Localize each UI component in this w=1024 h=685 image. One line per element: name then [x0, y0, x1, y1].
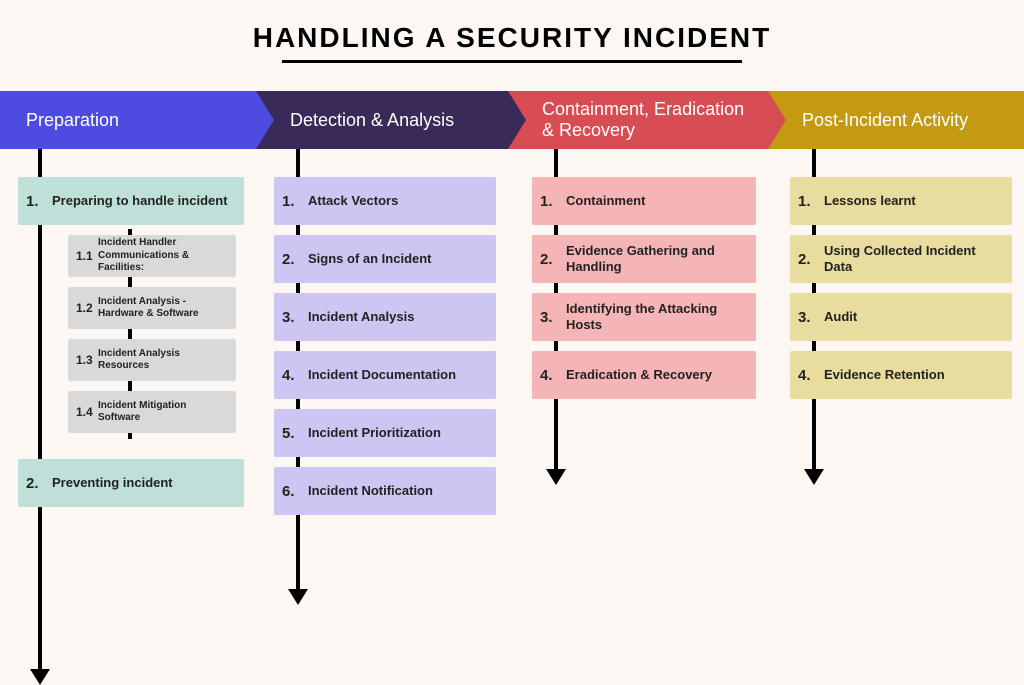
step-label: Incident Documentation — [308, 367, 464, 383]
sub-step-box: 1.2Incident Analysis - Hardware & Softwa… — [68, 287, 236, 329]
sub-step-box: 1.3Incident Analysis Resources — [68, 339, 236, 381]
step-box: 3.Incident Analysis — [274, 293, 496, 341]
step-number: 3. — [790, 309, 824, 326]
step-box: 2.Preventing incident — [18, 459, 244, 507]
step-label: Attack Vectors — [308, 193, 406, 209]
step-number: 2. — [532, 251, 566, 268]
step-box: 4.Eradication & Recovery — [532, 351, 756, 399]
column: 1.Containment 2.Evidence Gathering and Ha… — [508, 177, 768, 525]
step-label: Lessons learnt — [824, 193, 924, 209]
sub-step-label: Incident Analysis Resources — [98, 348, 236, 373]
step-box: 2.Using Collected Incident Data — [790, 235, 1012, 283]
vertical-connector — [38, 149, 42, 669]
phase-header: Containment, Eradication & Recovery — [508, 91, 768, 149]
sub-step-box: 1.1Incident Handler Communications & Fac… — [68, 235, 236, 277]
step-number: 2. — [274, 251, 308, 268]
step-box: 3.Audit — [790, 293, 1012, 341]
sub-step-number: 1.4 — [68, 405, 98, 419]
sub-step-label: Incident Handler Communications & Facili… — [98, 237, 236, 275]
step-box: 1.Containment — [532, 177, 756, 225]
step-number: 1. — [532, 193, 566, 210]
step-number: 3. — [274, 309, 308, 326]
step-label: Identifying the Attacking Hosts — [566, 301, 756, 334]
step-number: 2. — [790, 251, 824, 268]
step-box: 2.Evidence Gathering and Handling — [532, 235, 756, 283]
step-number: 1. — [274, 193, 308, 210]
phase-header: Preparation — [0, 91, 256, 149]
step-number: 4. — [532, 367, 566, 384]
step-number: 4. — [790, 367, 824, 384]
phase-label: Detection & Analysis — [290, 110, 454, 131]
chevron-right-icon — [768, 91, 786, 149]
step-label: Signs of an Incident — [308, 251, 440, 267]
step-label: Preparing to handle incident — [52, 193, 236, 209]
columns-container: 1.Preparing to handle incident1.1Inciden… — [0, 149, 1024, 525]
phase-label: Containment, Eradication & Recovery — [542, 99, 760, 140]
chevron-right-icon — [508, 91, 526, 149]
sub-step-label: Incident Mitigation Software — [98, 400, 236, 425]
step-number: 2. — [18, 475, 52, 492]
sub-step-number: 1.1 — [68, 249, 98, 263]
step-label: Evidence Retention — [824, 367, 953, 383]
column: 1.Attack Vectors 2.Signs of an Incident 3.… — [256, 177, 508, 525]
step-number: 6. — [274, 483, 308, 500]
step-number: 1. — [790, 193, 824, 210]
sub-step-number: 1.3 — [68, 353, 98, 367]
step-number: 4. — [274, 367, 308, 384]
sub-step-label: Incident Analysis - Hardware & Software — [98, 296, 236, 321]
phase-label: Preparation — [26, 110, 119, 131]
phase-header-row: Preparation Detection & Analysis Containme… — [0, 91, 1024, 149]
chevron-right-icon — [256, 91, 274, 149]
phase-header: Post-Incident Activity — [768, 91, 1024, 149]
phase-label: Post-Incident Activity — [802, 110, 968, 131]
step-label: Incident Analysis — [308, 309, 422, 325]
step-label: Evidence Gathering and Handling — [566, 243, 756, 276]
arrow-down-icon — [804, 469, 824, 485]
sub-step-number: 1.2 — [68, 301, 98, 315]
title-underline — [282, 60, 742, 63]
step-number: 3. — [532, 309, 566, 326]
step-box: 2.Signs of an Incident — [274, 235, 496, 283]
column: 1.Lessons learnt 2.Using Collected Incide… — [768, 177, 1024, 525]
step-box: 4.Incident Documentation — [274, 351, 496, 399]
step-label: Incident Prioritization — [308, 425, 449, 441]
page-title: HANDLING A SECURITY INCIDENT — [0, 0, 1024, 54]
arrow-down-icon — [546, 469, 566, 485]
phase-header: Detection & Analysis — [256, 91, 508, 149]
step-label: Incident Notification — [308, 483, 441, 499]
sub-step-box: 1.4Incident Mitigation Software — [68, 391, 236, 433]
step-label: Using Collected Incident Data — [824, 243, 1012, 276]
step-box: 3.Identifying the Attacking Hosts — [532, 293, 756, 341]
step-label: Preventing incident — [52, 475, 181, 491]
arrow-down-icon — [288, 589, 308, 605]
step-box: 1.Attack Vectors — [274, 177, 496, 225]
column: 1.Preparing to handle incident1.1Inciden… — [0, 177, 256, 525]
step-box: 1.Lessons learnt — [790, 177, 1012, 225]
step-label: Audit — [824, 309, 865, 325]
step-number: 5. — [274, 425, 308, 442]
step-number: 1. — [18, 193, 52, 210]
step-label: Containment — [566, 193, 653, 209]
step-box: 1.Preparing to handle incident — [18, 177, 244, 225]
step-box: 4.Evidence Retention — [790, 351, 1012, 399]
step-label: Eradication & Recovery — [566, 367, 720, 383]
step-box: 5.Incident Prioritization — [274, 409, 496, 457]
step-box: 6.Incident Notification — [274, 467, 496, 515]
